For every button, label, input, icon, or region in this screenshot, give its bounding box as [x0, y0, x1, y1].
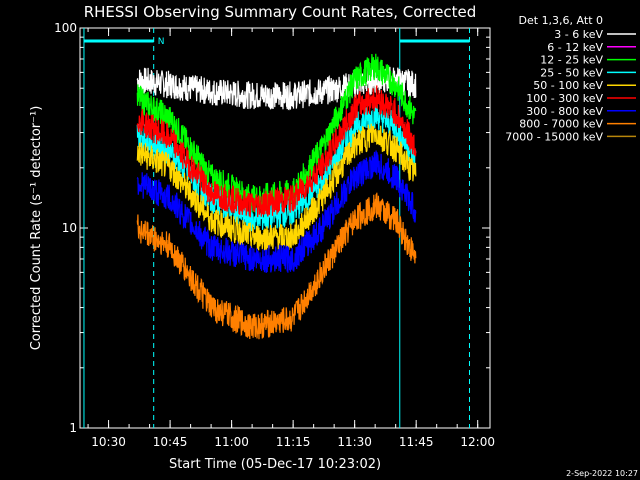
series-line-4: [136, 123, 417, 253]
legend-label: 6 - 12 keV: [547, 41, 603, 54]
legend-title: Det 1,3,6, Att 0: [519, 14, 603, 27]
plot-layer: 10:30 10:45 11:00 11:15 11:30 11:45 12:00 1 10 10…: [54, 21, 495, 449]
legend-label: 300 - 800 keV: [526, 105, 603, 118]
x-tick-label: 10:30: [91, 435, 126, 449]
legend-label: 7000 - 15000 keV: [505, 130, 603, 143]
x-tick-label: 10:45: [153, 435, 188, 449]
legend-label: 25 - 50 keV: [540, 66, 603, 79]
legend-label: 3 - 6 keV: [554, 28, 603, 41]
x-tick-label: 11:45: [399, 435, 434, 449]
legend-label: 12 - 25 keV: [540, 54, 603, 67]
x-tick-label: 12:00: [460, 435, 495, 449]
y-tick-label: 100: [54, 21, 77, 35]
legend-label: 800 - 7000 keV: [519, 118, 603, 131]
legend-label: 100 - 300 keV: [526, 92, 603, 105]
series-line-6: [136, 150, 417, 274]
y-tick-label: 10: [62, 221, 77, 235]
x-axis-label: Start Time (05-Dec-17 10:23:02): [169, 457, 381, 472]
series-line-7: [136, 192, 417, 340]
series-line-5: [136, 85, 417, 218]
y-tick-label: 1: [69, 421, 77, 435]
footer-timestamp: 2-Sep-2022 10:27: [566, 469, 638, 478]
y-axis-label: Corrected Count Rate (s⁻¹ detector⁻¹): [29, 106, 44, 351]
x-tick-label: 11:30: [337, 435, 372, 449]
legend-label: 50 - 100 keV: [533, 79, 603, 92]
chart-title: RHESSI Observing Summary Count Rates, Co…: [84, 3, 477, 21]
x-tick-label: 11:15: [276, 435, 311, 449]
x-tick-label: 11:00: [214, 435, 249, 449]
night-end-label: N: [158, 37, 165, 47]
